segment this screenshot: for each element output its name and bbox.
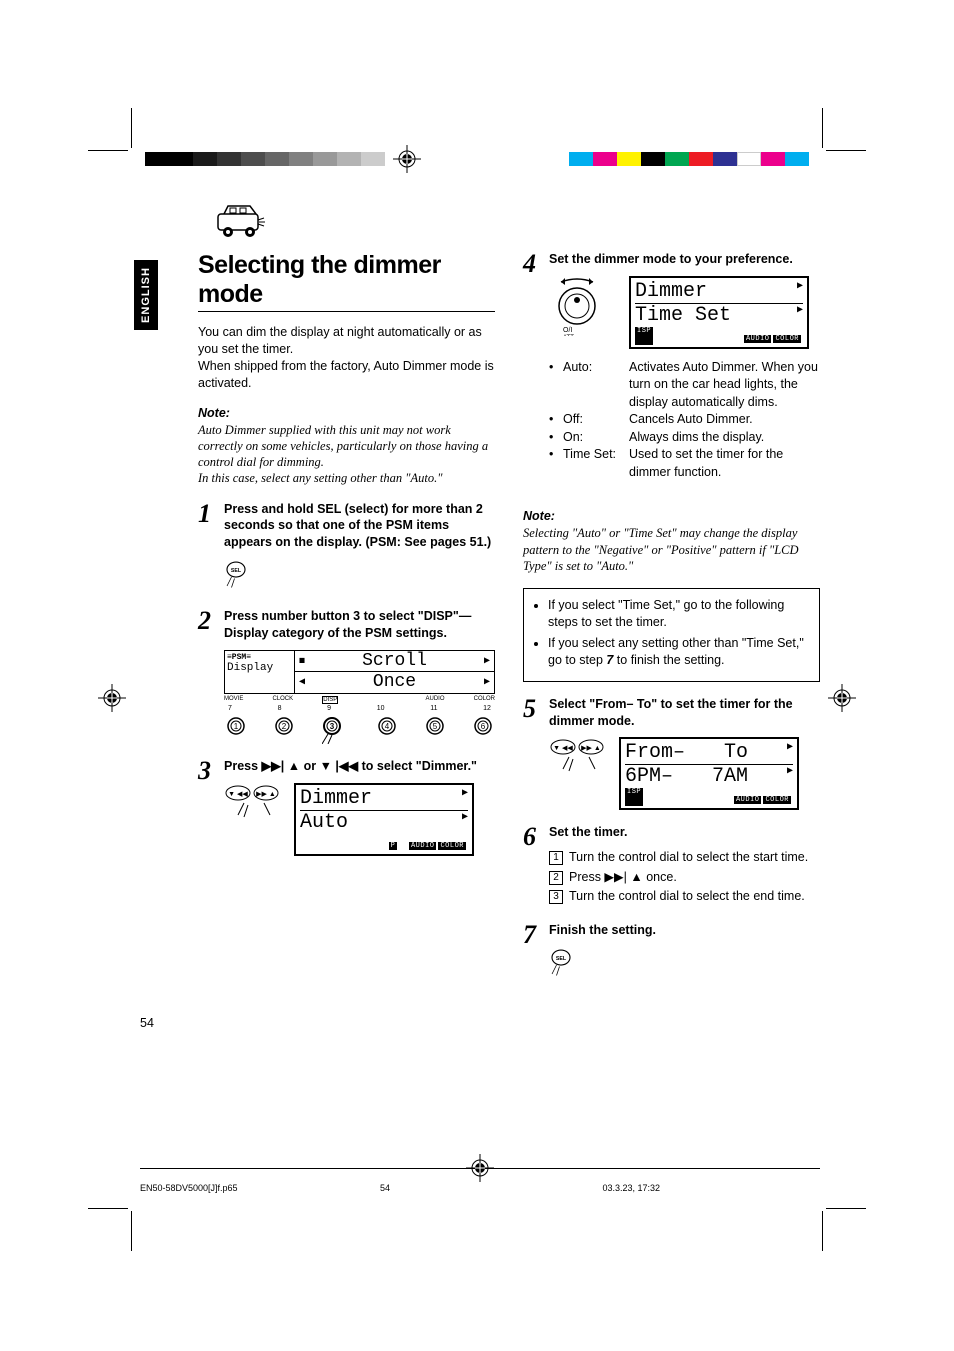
page-number: 54 — [140, 1016, 154, 1030]
svg-text:SEL: SEL — [556, 955, 567, 961]
svg-text:3: 3 — [329, 722, 334, 731]
display-dimmer-timeset: Dimmer▶ Time Set▶ ISPAUDIOCOLOR — [629, 276, 809, 349]
step-6: 6 Set the timer. 1Turn the control dial … — [523, 824, 820, 907]
page-content: ENGLISH Selecting the dimmer mode You ca… — [140, 200, 820, 996]
svg-text:5: 5 — [433, 722, 438, 731]
section-title: Selecting the dimmer mode — [198, 251, 495, 312]
svg-text:SEL: SEL — [231, 568, 242, 574]
step-1: 1 Press and hold SEL (select) for more t… — [198, 501, 495, 595]
svg-text:▼ ◀◀: ▼ ◀◀ — [228, 791, 248, 798]
note-block-2: Note: Selecting "Auto" or "Time Set" may… — [523, 509, 820, 574]
registration-mark-icon — [466, 1154, 494, 1182]
svg-text:6: 6 — [481, 722, 486, 731]
svg-text:ATT: ATT — [563, 335, 574, 336]
svg-text:▶▶ ▲: ▶▶ ▲ — [581, 745, 601, 752]
right-column: 4 Set the dimmer mode to your preference… — [523, 251, 820, 996]
button-4-icon: 4 — [377, 716, 397, 736]
button-3-icon: 3 — [322, 716, 350, 744]
registration-mark-icon — [98, 684, 126, 712]
svg-text:4: 4 — [385, 722, 390, 731]
display-dimmer-auto: Dimmer▶ Auto▶ P AUDIOCOLOR — [294, 783, 474, 856]
step-5: 5 Select "From– To" to set the timer for… — [523, 696, 820, 811]
svg-text:O/I: O/I — [563, 327, 572, 334]
print-registration-bar — [0, 152, 954, 166]
note-block: Note: Auto Dimmer supplied with this uni… — [198, 406, 495, 487]
sel-button-icon: SEL — [549, 947, 579, 977]
step-7: 7 Finish the setting. SEL — [523, 922, 820, 982]
prev-next-buttons-icon: ▼ ◀◀ ▶▶ ▲ — [224, 783, 284, 823]
display-from-to: From–To▶ 6PM–7AM▶ ISPAUDIOCOLOR — [619, 737, 799, 810]
registration-mark-icon — [828, 684, 856, 712]
button-2-icon: 2 — [274, 716, 294, 736]
registration-mark-icon — [393, 145, 421, 173]
footer-date: 03.3.23, 17:32 — [602, 1183, 660, 1193]
dimmer-options: •Auto:Activates Auto Dimmer. When you tu… — [549, 359, 820, 482]
language-label: ENGLISH — [140, 267, 152, 323]
step-3: 3 Press ▶▶| ▲ or ▼ |◀◀ to select "Dimmer… — [198, 758, 495, 856]
svg-text:▼ ◀◀: ▼ ◀◀ — [553, 745, 573, 752]
sel-button-icon: SEL — [224, 559, 254, 589]
step-4: 4 Set the dimmer mode to your preference… — [523, 251, 820, 495]
svg-text:▶▶ ▲: ▶▶ ▲ — [256, 791, 276, 798]
language-tab: ENGLISH — [134, 260, 158, 330]
button-1-icon: 1 — [226, 716, 246, 736]
intro-text: You can dim the display at night automat… — [198, 324, 495, 392]
button-6-icon: 6 — [473, 716, 493, 736]
step-2: 2 Press number button 3 to select "DISP"… — [198, 608, 495, 744]
car-icon — [210, 200, 270, 240]
timeset-callout: If you select "Time Set," go to the foll… — [523, 588, 820, 682]
print-footer: EN50-58DV5000[J]f.p65 54 03.3.23, 17:32 — [140, 1168, 820, 1193]
button-5-icon: 5 — [425, 716, 445, 736]
footer-filename: EN50-58DV5000[J]f.p65 — [140, 1183, 238, 1193]
prev-next-buttons-icon: ▼ ◀◀ ▶▶ ▲ — [549, 737, 609, 777]
svg-text:2: 2 — [282, 722, 287, 731]
control-dial-icon: O/I ATT — [549, 276, 619, 336]
footer-page: 54 — [380, 1183, 390, 1193]
svg-text:1: 1 — [234, 722, 239, 731]
left-column: Selecting the dimmer mode You can dim th… — [198, 251, 495, 996]
